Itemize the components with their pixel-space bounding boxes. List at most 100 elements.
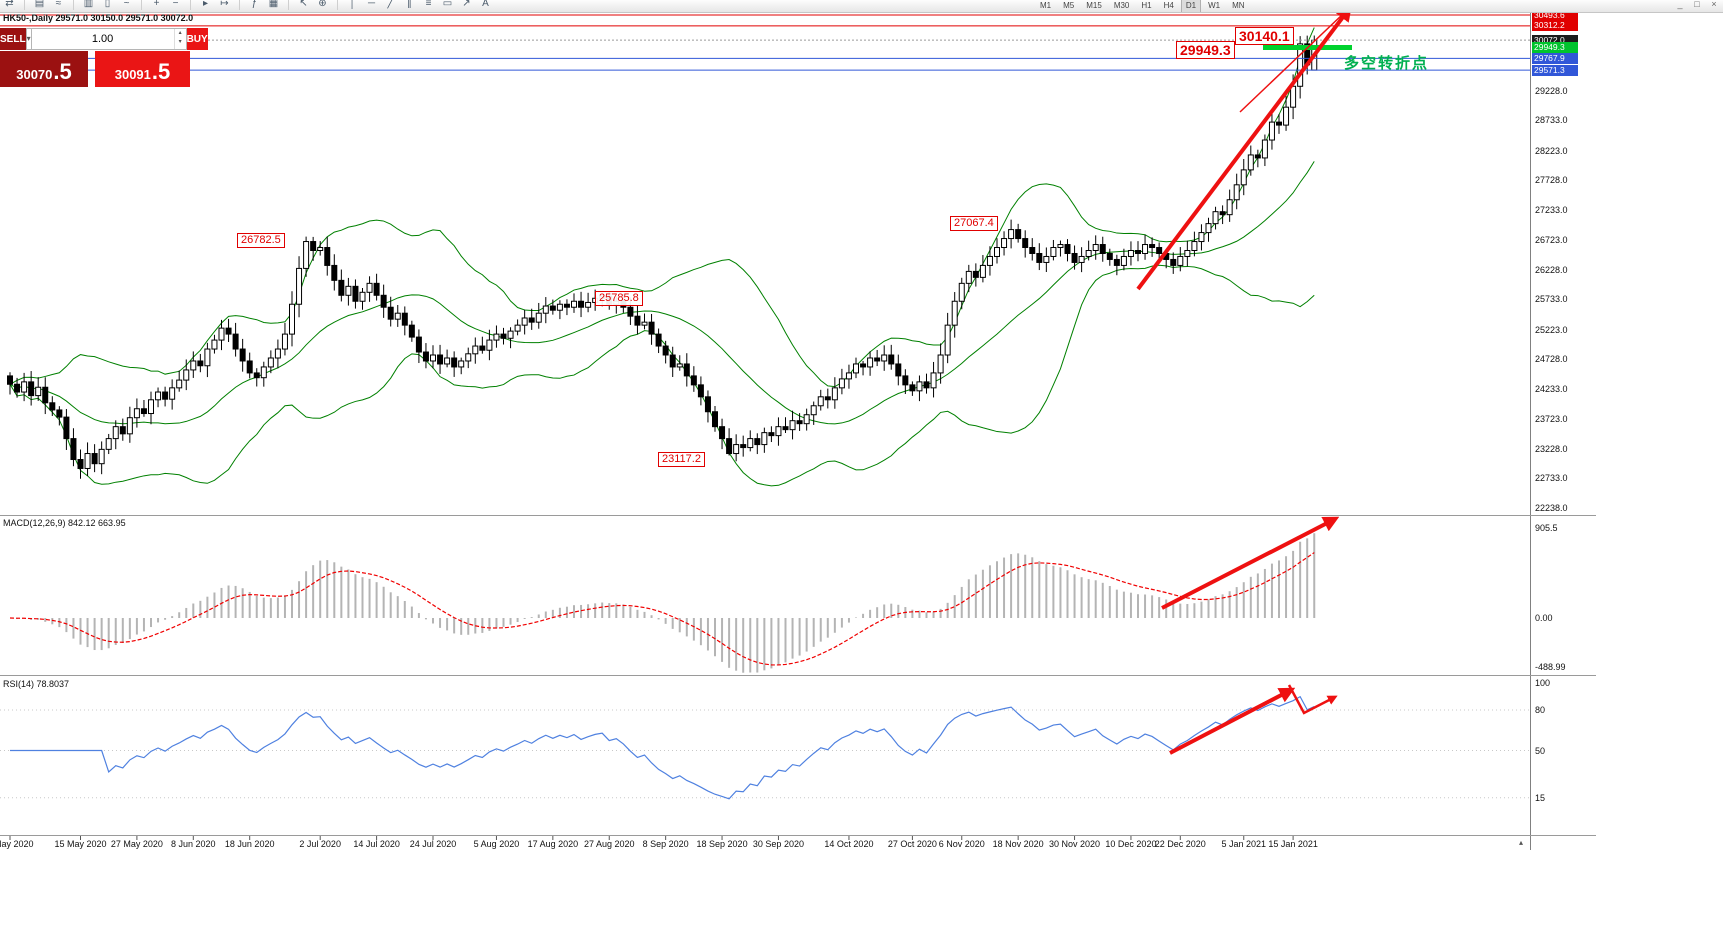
charts-icon[interactable]: ▤: [34, 0, 45, 9]
sell-price: 30070: [16, 67, 53, 82]
toolbar-separator: [73, 0, 74, 10]
horizontal-line-icon[interactable]: ─: [367, 0, 376, 9]
indicators-icon[interactable]: ƒ: [251, 0, 258, 9]
date-tick: 27 Oct 2020: [887, 839, 937, 849]
candlestick-chart-icon[interactable]: ▯: [104, 0, 111, 9]
price-badge: 29571.3: [1532, 64, 1578, 76]
date-tick: 5 Aug 2020: [473, 839, 520, 849]
price-badge: 30493.6: [1532, 9, 1578, 21]
crosshair-icon[interactable]: ⊕: [318, 0, 327, 9]
date-tick: 15 Jan 2021: [1268, 839, 1318, 849]
price-badge: 29767.9: [1532, 52, 1578, 64]
price-tick: 26228.0: [1535, 264, 1568, 275]
date-tick: 18 Jun 2020: [224, 839, 275, 849]
buy-button[interactable]: BUY: [186, 28, 208, 50]
rsi-scale-tick: 100: [1535, 678, 1551, 688]
date-tick: 10 Dec 2020: [1105, 839, 1157, 849]
price-tick: 25223.0: [1535, 324, 1568, 335]
timeframe-button-m15[interactable]: M15: [1086, 1, 1102, 10]
date-tick: 1 May 2020: [0, 839, 34, 849]
buy-price-button[interactable]: 30091.5: [95, 51, 190, 87]
toolbar-separator: [288, 0, 289, 10]
toolbar-separator: [190, 0, 191, 10]
price-label: 30140.1: [1235, 27, 1294, 45]
zoom-out-icon[interactable]: −: [172, 0, 179, 9]
timeframe-button-m30[interactable]: M30: [1113, 1, 1130, 10]
timeframe-button-h4[interactable]: H4: [1163, 1, 1174, 10]
panel-separator[interactable]: [0, 675, 1596, 676]
close-button[interactable]: ×: [1711, 0, 1717, 9]
timeframe-button-m5[interactable]: M5: [1063, 1, 1075, 10]
panel-separator[interactable]: [0, 515, 1596, 516]
price-badge: 30072.0: [1532, 34, 1578, 46]
trendline-icon[interactable]: ╱: [387, 0, 394, 9]
price-badge: 29949.3: [1532, 42, 1578, 53]
tick-chart-icon[interactable]: ≈: [55, 0, 62, 9]
date-tick: 8 Jun 2020: [171, 839, 216, 849]
date-tick: 22 Dec 2020: [1154, 839, 1206, 849]
date-tick: 8 Sep 2020: [642, 839, 689, 849]
price-label: 27067.4: [950, 216, 998, 231]
date-tick: 27 Aug 2020: [583, 839, 635, 849]
toolbar: ⇄ ▤ ≈ ▥ ▯ ~ + − ▸ ↦ ƒ ▦ ↖ ⊕ │ ─ ╱ ∥ ≡ ▭ ↗ A M1 M5 M15 M30 H1 H4 D1 W…: [0, 0, 1723, 13]
bar-chart-icon[interactable]: ▥: [83, 0, 94, 9]
rsi-indicator-label: RSI(14) 78.8037: [3, 679, 70, 689]
timeframe-button-mn[interactable]: MN: [1232, 1, 1245, 10]
text-label-icon[interactable]: A: [482, 0, 489, 9]
channel-icon[interactable]: ∥: [407, 0, 412, 9]
buy-price-pips: .5: [151, 59, 171, 84]
timeframe-button-h1[interactable]: H1: [1141, 1, 1152, 10]
date-tick: 18 Sep 2020: [696, 839, 748, 849]
vertical-line-icon[interactable]: │: [349, 0, 356, 9]
shapes-icon[interactable]: ▭: [442, 0, 453, 9]
date-tick: 5 Jan 2021: [1221, 839, 1267, 849]
arrow-tool-icon[interactable]: ↗: [462, 0, 471, 9]
minimize-button[interactable]: _: [1677, 0, 1683, 9]
timeframe-button-d1[interactable]: D1: [1180, 0, 1202, 12]
price-tick: 22733.0: [1535, 473, 1568, 484]
date-tick: 14 Oct 2020: [824, 839, 874, 849]
chart-shift-icon[interactable]: ↦: [220, 0, 229, 9]
price-tick: 25733.0: [1535, 294, 1568, 305]
buy-price: 30091: [114, 67, 151, 82]
templates-icon[interactable]: ▦: [268, 0, 279, 9]
window-controls: _ □ ×: [1674, 0, 1720, 11]
auto-scroll-icon[interactable]: ▸: [202, 0, 209, 9]
toolbar-separator: [24, 0, 25, 10]
new-order-icon[interactable]: ⇄: [5, 0, 14, 9]
order-type-dropdown[interactable]: ▾: [25, 28, 32, 50]
price-tick: 22238.0: [1535, 503, 1568, 513]
line-chart-icon[interactable]: ~: [123, 0, 130, 9]
rsi-scale-tick: 50: [1535, 745, 1546, 756]
rsi-scale-tick: 15: [1535, 792, 1546, 803]
volume-down-icon[interactable]: ▾: [178, 39, 182, 45]
sell-button[interactable]: SELL: [0, 28, 26, 50]
chevron-down-icon: ▾: [26, 34, 31, 43]
volume-box: ▴▾: [31, 28, 187, 50]
volume-up-icon[interactable]: ▴: [178, 30, 182, 36]
turning-point-annotation: 多空转折点: [1344, 55, 1430, 72]
volume-input[interactable]: [31, 29, 174, 49]
scroll-to-end-icon[interactable]: ▴: [1519, 838, 1524, 847]
zoom-in-icon[interactable]: +: [153, 0, 160, 9]
sell-price-pips: .5: [53, 59, 72, 84]
macd-scale-tick: -488.99: [1535, 661, 1566, 672]
cursor-icon[interactable]: ↖: [299, 0, 308, 9]
price-tick: 27728.0: [1535, 175, 1568, 186]
toolbar-separator: [337, 0, 338, 10]
toolbar-icons: ⇄ ▤ ≈ ▥ ▯ ~ + − ▸ ↦ ƒ ▦ ↖ ⊕ │ ─ ╱ ∥ ≡ ▭ ↗ A: [3, 0, 492, 11]
restore-button[interactable]: □: [1694, 0, 1700, 9]
price-tick: 23228.0: [1535, 443, 1568, 454]
sell-price-button[interactable]: 30070.5: [0, 51, 88, 87]
panel-separator: [0, 835, 1596, 836]
fibonacci-icon[interactable]: ≡: [425, 0, 432, 9]
timeframe-button-w1[interactable]: W1: [1208, 1, 1221, 10]
timeframe-button-m1[interactable]: M1: [1040, 1, 1052, 10]
price-label: 29949.3: [1176, 41, 1235, 59]
price-label: 25785.8: [595, 291, 643, 306]
price-badge: 30312.2: [1532, 20, 1578, 32]
date-tick: 2 Jul 2020: [299, 839, 341, 849]
rsi-scale-tick: 80: [1535, 705, 1546, 715]
